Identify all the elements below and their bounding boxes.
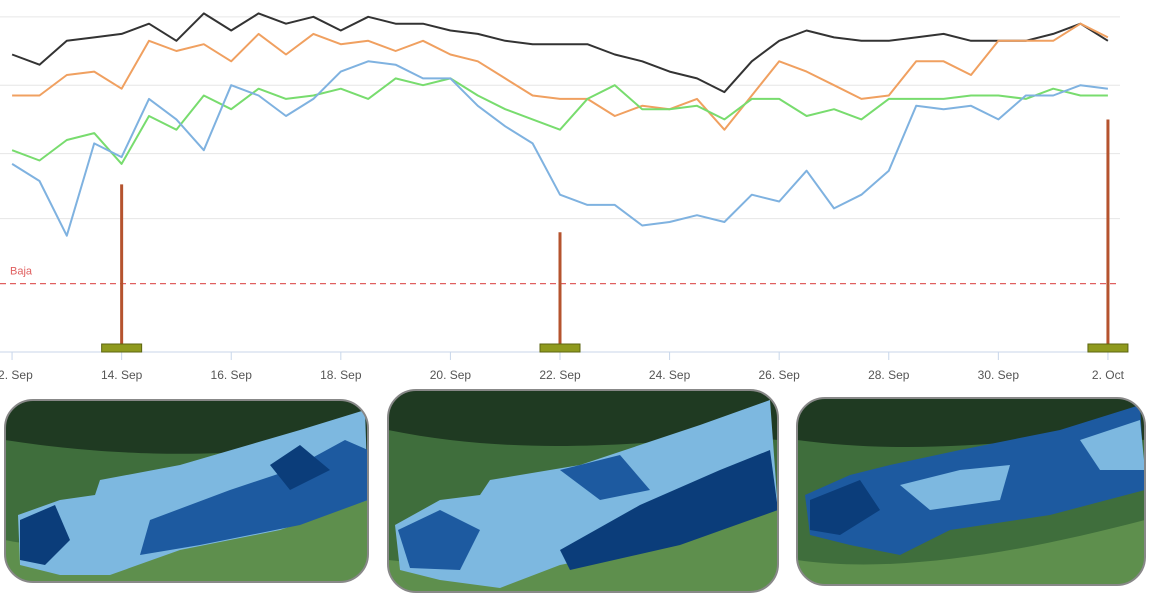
threshold-label: Baja [10, 266, 33, 278]
image-panel [388, 390, 778, 592]
x-tick-label: 2. Oct [1092, 368, 1125, 382]
x-tick-label: 14. Sep [101, 368, 143, 382]
x-tick-label: 28. Sep [868, 368, 910, 382]
x-tick-label: 22. Sep [539, 368, 581, 382]
x-tick-label: 16. Sep [211, 368, 253, 382]
x-tick-label: 24. Sep [649, 368, 691, 382]
marker-base [101, 343, 143, 353]
marker-base [539, 343, 581, 353]
series-line [12, 22, 1109, 131]
image-frame [4, 399, 369, 583]
series-line [11, 12, 1109, 94]
series-line [11, 60, 1109, 237]
series-line [11, 77, 1108, 165]
marker-base [1087, 343, 1129, 353]
x-tick-label: 12. Sep [0, 368, 33, 382]
x-tick-label: 26. Sep [758, 368, 800, 382]
image-panel [5, 400, 368, 582]
x-tick-label: 18. Sep [320, 368, 362, 382]
image-frame [387, 389, 779, 593]
x-tick-label: 30. Sep [978, 368, 1020, 382]
image-frame [796, 397, 1146, 586]
x-tick-label: 20. Sep [430, 368, 472, 382]
image-panel [797, 398, 1145, 585]
